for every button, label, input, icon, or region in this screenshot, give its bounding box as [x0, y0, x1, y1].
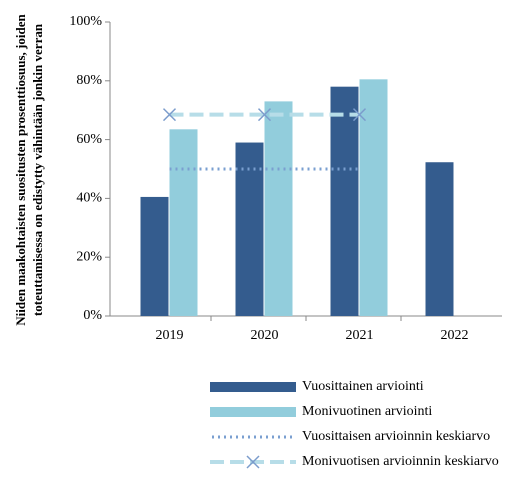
x-tick-label: 2020 — [251, 328, 279, 343]
bar — [235, 142, 264, 316]
y-tick-label: 100% — [69, 14, 102, 29]
legend-label: Vuosittaisen arvioinnin keskiarvo — [302, 429, 490, 444]
legend-label: Vuosittainen arviointi — [302, 379, 424, 394]
legend-swatch — [210, 382, 296, 392]
legend-label: Monivuotinen arviointi — [302, 404, 432, 419]
y-tick-label: 0% — [83, 308, 102, 323]
bar — [330, 86, 359, 317]
y-tick-label: 40% — [76, 191, 102, 206]
bar — [140, 196, 169, 316]
bar — [425, 162, 454, 316]
y-tick-label: 20% — [76, 249, 102, 264]
y-label-line: Niiden maakohtaisten suositusten prosent… — [13, 14, 28, 326]
y-tick-label: 60% — [76, 132, 102, 147]
marker — [352, 108, 367, 122]
bar — [359, 79, 388, 316]
legend-swatch — [210, 407, 296, 417]
marker — [257, 108, 272, 122]
marker — [162, 108, 177, 122]
y-label: Niiden maakohtaisten suositusten prosent… — [13, 14, 45, 326]
bar — [264, 101, 293, 316]
y-label-line: toteuttamisessa on edistytty vähintään j… — [30, 23, 45, 316]
legend-marker — [246, 455, 260, 469]
x-tick-label: 2022 — [441, 328, 469, 343]
x-tick-label: 2021 — [346, 328, 374, 343]
y-tick-label: 80% — [76, 73, 102, 88]
bar — [169, 129, 198, 316]
legend-label: Monivuotisen arvioinnin keskiarvo — [302, 454, 499, 469]
x-tick-label: 2019 — [156, 328, 184, 343]
